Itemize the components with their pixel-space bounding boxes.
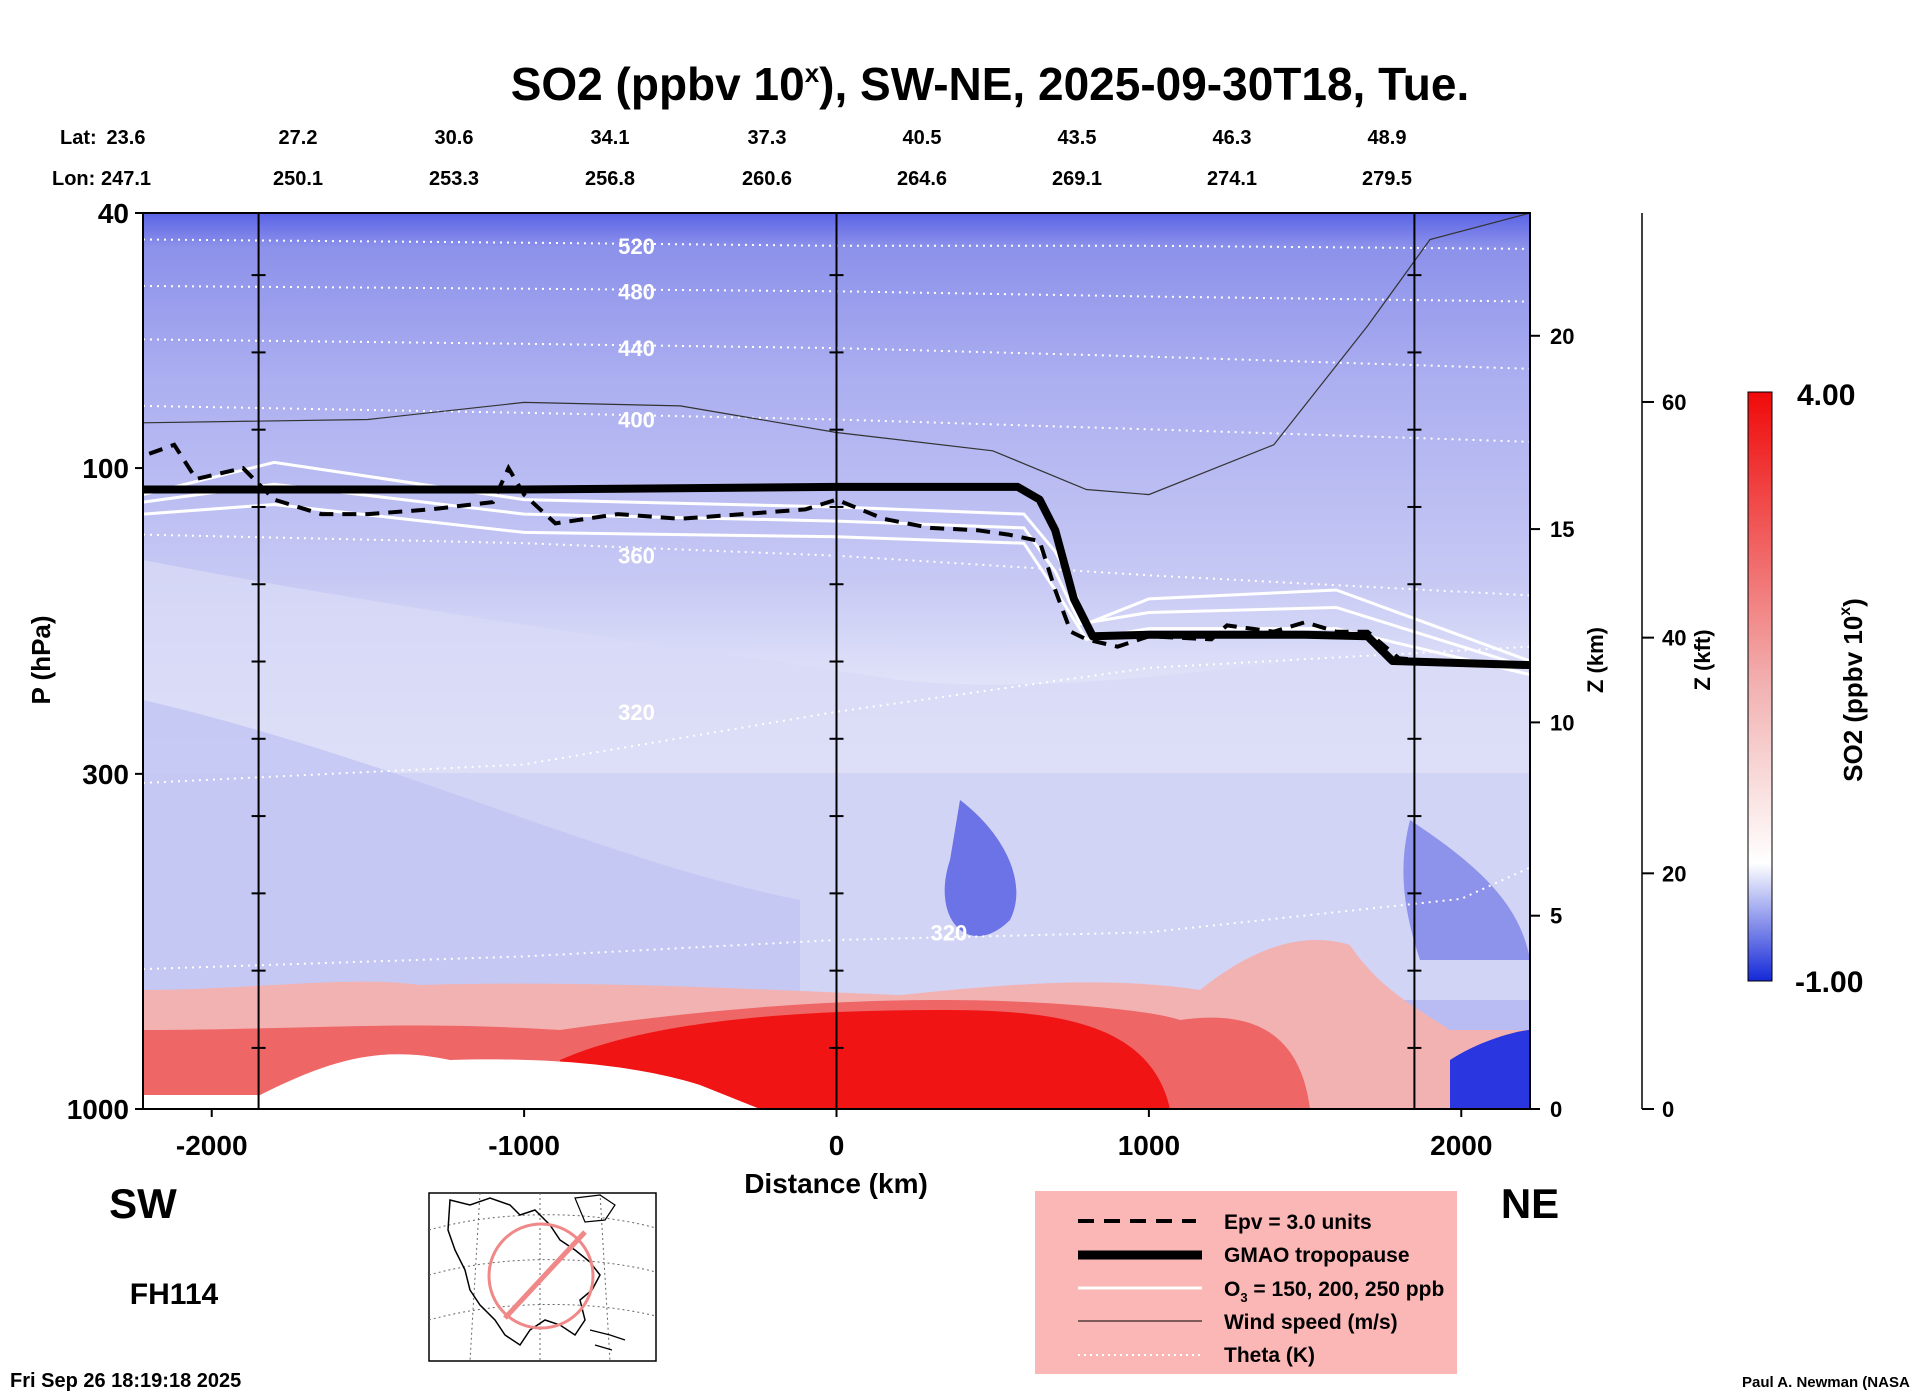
legend-ozone: O3 = 150, 200, 250 ppb	[1224, 1278, 1444, 1305]
north-america-coastline	[447, 1197, 601, 1347]
theta-contour-label: 360	[618, 544, 655, 569]
legend-wind-speed: Wind speed (m/s)	[1224, 1311, 1398, 1334]
lon-value: 256.8	[585, 168, 635, 190]
z-kft-tick-label: 40	[1662, 626, 1686, 651]
ne-label: NE	[1501, 1180, 1559, 1227]
colorbar: 4.00 -1.00 SO2 (ppbv 10x)	[1747, 379, 1868, 999]
theta-contour-label: 320	[931, 920, 968, 945]
theta-contour-label: 400	[618, 408, 655, 433]
tropopause-line	[143, 482, 1530, 670]
theta-contour-label: 480	[618, 279, 655, 304]
lon-value: 269.1	[1052, 168, 1102, 190]
x-tick-label: 0	[829, 1130, 845, 1161]
lon-value: 253.3	[429, 168, 479, 190]
x-tick-label: 2000	[1430, 1130, 1492, 1161]
z-km-axis-label: Z (km)	[1583, 627, 1608, 693]
colorbar-max-label: 4.00	[1797, 379, 1855, 412]
forecast-hour: FH114	[130, 1278, 219, 1311]
lat-value: 43.5	[1058, 127, 1097, 149]
vertical-reference-lines	[251, 213, 1422, 1109]
legend: Epv = 3.0 units GMAO tropopause O3 = 150…	[1035, 1191, 1457, 1374]
epv-line	[148, 442, 1530, 669]
timestamp: Fri Sep 26 18:19:18 2025	[10, 1370, 241, 1392]
colorbar-gradient	[1747, 391, 1773, 982]
lat-value: 48.9	[1368, 127, 1407, 149]
legend-tropopause: GMAO tropopause	[1224, 1244, 1410, 1267]
lat-value: 23.6	[107, 127, 146, 149]
lat-value: 30.6	[435, 127, 474, 149]
wind-speed-contour	[143, 213, 1530, 496]
lat-value: 34.1	[591, 127, 630, 149]
map-grid	[428, 1192, 657, 1362]
chart-title: SO2 (ppbv 10x), SW-NE, 2025-09-30T18, Tu…	[511, 58, 1470, 110]
y-axis-label: P (hPa)	[26, 615, 56, 704]
lon-value: 274.1	[1207, 168, 1257, 190]
ozone-contour	[143, 482, 1530, 670]
credit: Paul A. Newman (NASA	[1742, 1374, 1910, 1391]
sw-label: SW	[109, 1180, 177, 1227]
lat-lon-labels: 23.6 27.2 30.6 34.1 37.3 40.5 43.5 46.3 48.9 247.…	[101, 127, 1412, 190]
lat-value: 27.2	[279, 127, 318, 149]
y-tick-label: 40	[98, 198, 129, 229]
x-tick-label: -1000	[488, 1130, 560, 1161]
theta-contour-label: 320	[618, 700, 655, 725]
x-tick-label: -2000	[176, 1130, 248, 1161]
lon-value: 247.1	[101, 168, 151, 190]
caribbean-outline	[589, 1329, 626, 1351]
inset-map	[428, 1192, 657, 1362]
lon-value: 264.6	[897, 168, 947, 190]
lon-row-label: Lon:	[52, 168, 95, 190]
lon-value: 250.1	[273, 168, 323, 190]
lat-value: 40.5	[903, 127, 942, 149]
z-km-tick-label: 10	[1550, 710, 1574, 735]
z-km-tick-label: 5	[1550, 904, 1562, 929]
theta-contour-label: 520	[618, 234, 655, 259]
z-kft-axis: 0 20 40 60	[1641, 213, 1686, 1122]
theta-contour-label: 440	[618, 336, 655, 361]
x-axis: -2000 -1000 0 1000 2000	[176, 1109, 1492, 1161]
y-tick-label: 100	[82, 453, 129, 484]
y-axis: 40 100 300 1000	[67, 198, 143, 1125]
colorbar-min-label: -1.00	[1795, 966, 1863, 999]
z-km-tick-label: 15	[1550, 517, 1574, 542]
lat-row-label: Lat:	[60, 127, 97, 149]
y-tick-label: 1000	[67, 1094, 129, 1125]
legend-epv: Epv = 3.0 units	[1224, 1211, 1372, 1234]
ozone-contour	[143, 502, 1530, 677]
z-km-tick-label: 20	[1550, 324, 1574, 349]
colorbar-label: SO2 (ppbv 10x)	[1837, 598, 1868, 782]
z-km-axis: 0 5 10 15 20	[1530, 324, 1574, 1122]
lon-value: 260.6	[742, 168, 792, 190]
z-kft-tick-label: 60	[1662, 390, 1686, 415]
lon-value: 279.5	[1362, 168, 1412, 190]
lat-value: 37.3	[748, 127, 787, 149]
z-kft-axis-label: Z (kft)	[1690, 629, 1715, 690]
z-kft-tick-label: 0	[1662, 1097, 1674, 1122]
section-range-circle	[487, 1222, 595, 1330]
greenland-outline	[574, 1194, 616, 1223]
z-km-tick-label: 0	[1550, 1097, 1562, 1122]
lat-value: 46.3	[1213, 127, 1252, 149]
x-axis-label: Distance (km)	[744, 1168, 928, 1199]
theta-contour	[143, 645, 1530, 784]
x-tick-label: 1000	[1118, 1130, 1180, 1161]
legend-theta: Theta (K)	[1224, 1344, 1315, 1367]
section-track-line	[503, 1230, 587, 1320]
z-kft-tick-label: 20	[1662, 861, 1686, 886]
y-tick-label: 300	[82, 759, 129, 790]
